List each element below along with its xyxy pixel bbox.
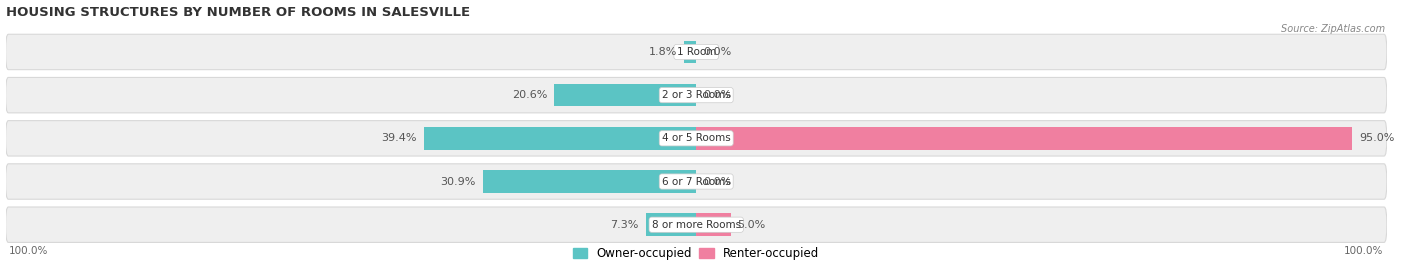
Text: HOUSING STRUCTURES BY NUMBER OF ROOMS IN SALESVILLE: HOUSING STRUCTURES BY NUMBER OF ROOMS IN… — [6, 6, 470, 19]
Bar — [482, 170, 696, 193]
Text: 1.8%: 1.8% — [648, 47, 676, 57]
Text: 7.3%: 7.3% — [610, 220, 638, 230]
Text: 39.4%: 39.4% — [381, 133, 418, 143]
Text: 30.9%: 30.9% — [440, 176, 475, 186]
Text: 0.0%: 0.0% — [703, 47, 731, 57]
Bar — [696, 214, 731, 236]
Text: 4 or 5 Rooms: 4 or 5 Rooms — [662, 133, 731, 143]
FancyBboxPatch shape — [6, 77, 1386, 113]
Bar — [554, 84, 696, 106]
FancyBboxPatch shape — [6, 121, 1386, 156]
FancyBboxPatch shape — [6, 207, 1386, 242]
Bar — [696, 127, 1353, 150]
Text: 20.6%: 20.6% — [512, 90, 547, 100]
Legend: Owner-occupied, Renter-occupied: Owner-occupied, Renter-occupied — [568, 243, 824, 265]
Text: 0.0%: 0.0% — [703, 90, 731, 100]
Text: Source: ZipAtlas.com: Source: ZipAtlas.com — [1281, 24, 1385, 34]
FancyBboxPatch shape — [6, 34, 1386, 70]
Text: 1 Room: 1 Room — [676, 47, 716, 57]
Text: 8 or more Rooms: 8 or more Rooms — [651, 220, 741, 230]
Bar — [645, 214, 696, 236]
Text: 0.0%: 0.0% — [703, 176, 731, 186]
Text: 100.0%: 100.0% — [1344, 246, 1384, 256]
Text: 6 or 7 Rooms: 6 or 7 Rooms — [662, 176, 731, 186]
Text: 5.0%: 5.0% — [738, 220, 766, 230]
Bar — [425, 127, 696, 150]
Text: 100.0%: 100.0% — [8, 246, 48, 256]
Text: 2 or 3 Rooms: 2 or 3 Rooms — [662, 90, 731, 100]
FancyBboxPatch shape — [6, 164, 1386, 199]
Text: 95.0%: 95.0% — [1360, 133, 1395, 143]
Bar — [683, 41, 696, 63]
